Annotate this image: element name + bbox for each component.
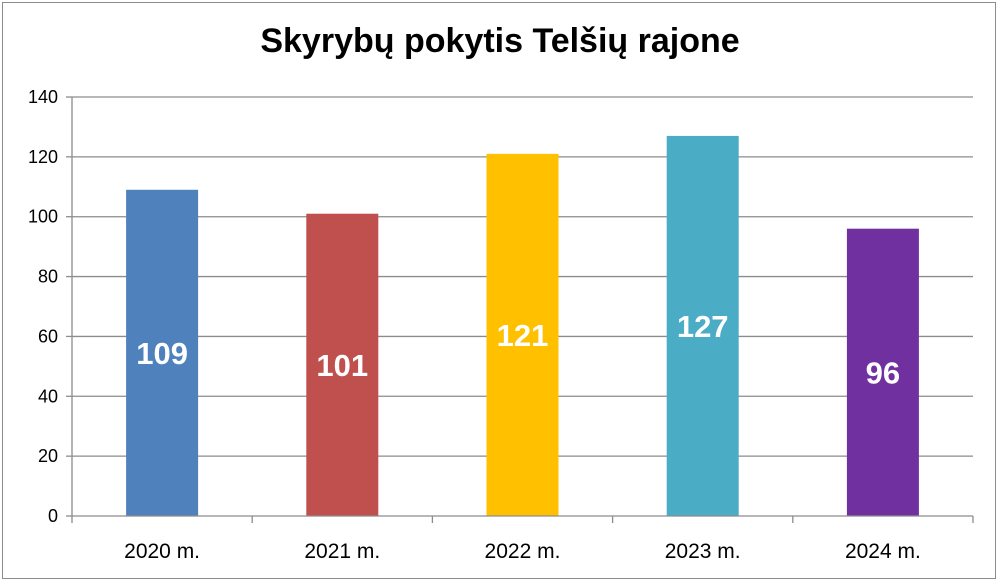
labels: 0 20 40 60 80 100 120 140 109 2020 m. 101 2021 m. 12…: [28, 87, 921, 563]
bar: [666, 135, 739, 516]
bar: [846, 228, 919, 516]
y-tick-label: 40: [38, 386, 58, 406]
data-label: 96: [866, 355, 900, 390]
y-tick-label: 60: [38, 326, 58, 346]
data-label: 121: [497, 318, 549, 353]
x-tick-label: 2022 m.: [485, 540, 561, 563]
bar: [306, 213, 379, 516]
axes: [66, 96, 974, 523]
x-tick-label: 2020 m.: [124, 540, 200, 563]
data-label: 101: [316, 348, 368, 383]
bars: [126, 135, 919, 516]
x-tick-label: 2023 m.: [665, 540, 741, 563]
y-tick-label: 0: [48, 506, 58, 526]
y-tick-label: 120: [28, 147, 58, 167]
data-label: 127: [677, 309, 729, 344]
data-label: 109: [136, 336, 188, 371]
chart-title: Skyrybų pokytis Telšių rajone: [260, 22, 740, 60]
x-tick-label: 2024 m.: [845, 540, 921, 563]
y-tick-label: 100: [28, 207, 58, 227]
y-tick-label: 80: [38, 267, 58, 287]
y-tick-label: 20: [38, 446, 58, 466]
x-tick-label: 2021 m.: [304, 540, 380, 563]
y-tick-label: 140: [28, 87, 58, 107]
bar: [126, 189, 199, 516]
bar: [486, 153, 559, 516]
